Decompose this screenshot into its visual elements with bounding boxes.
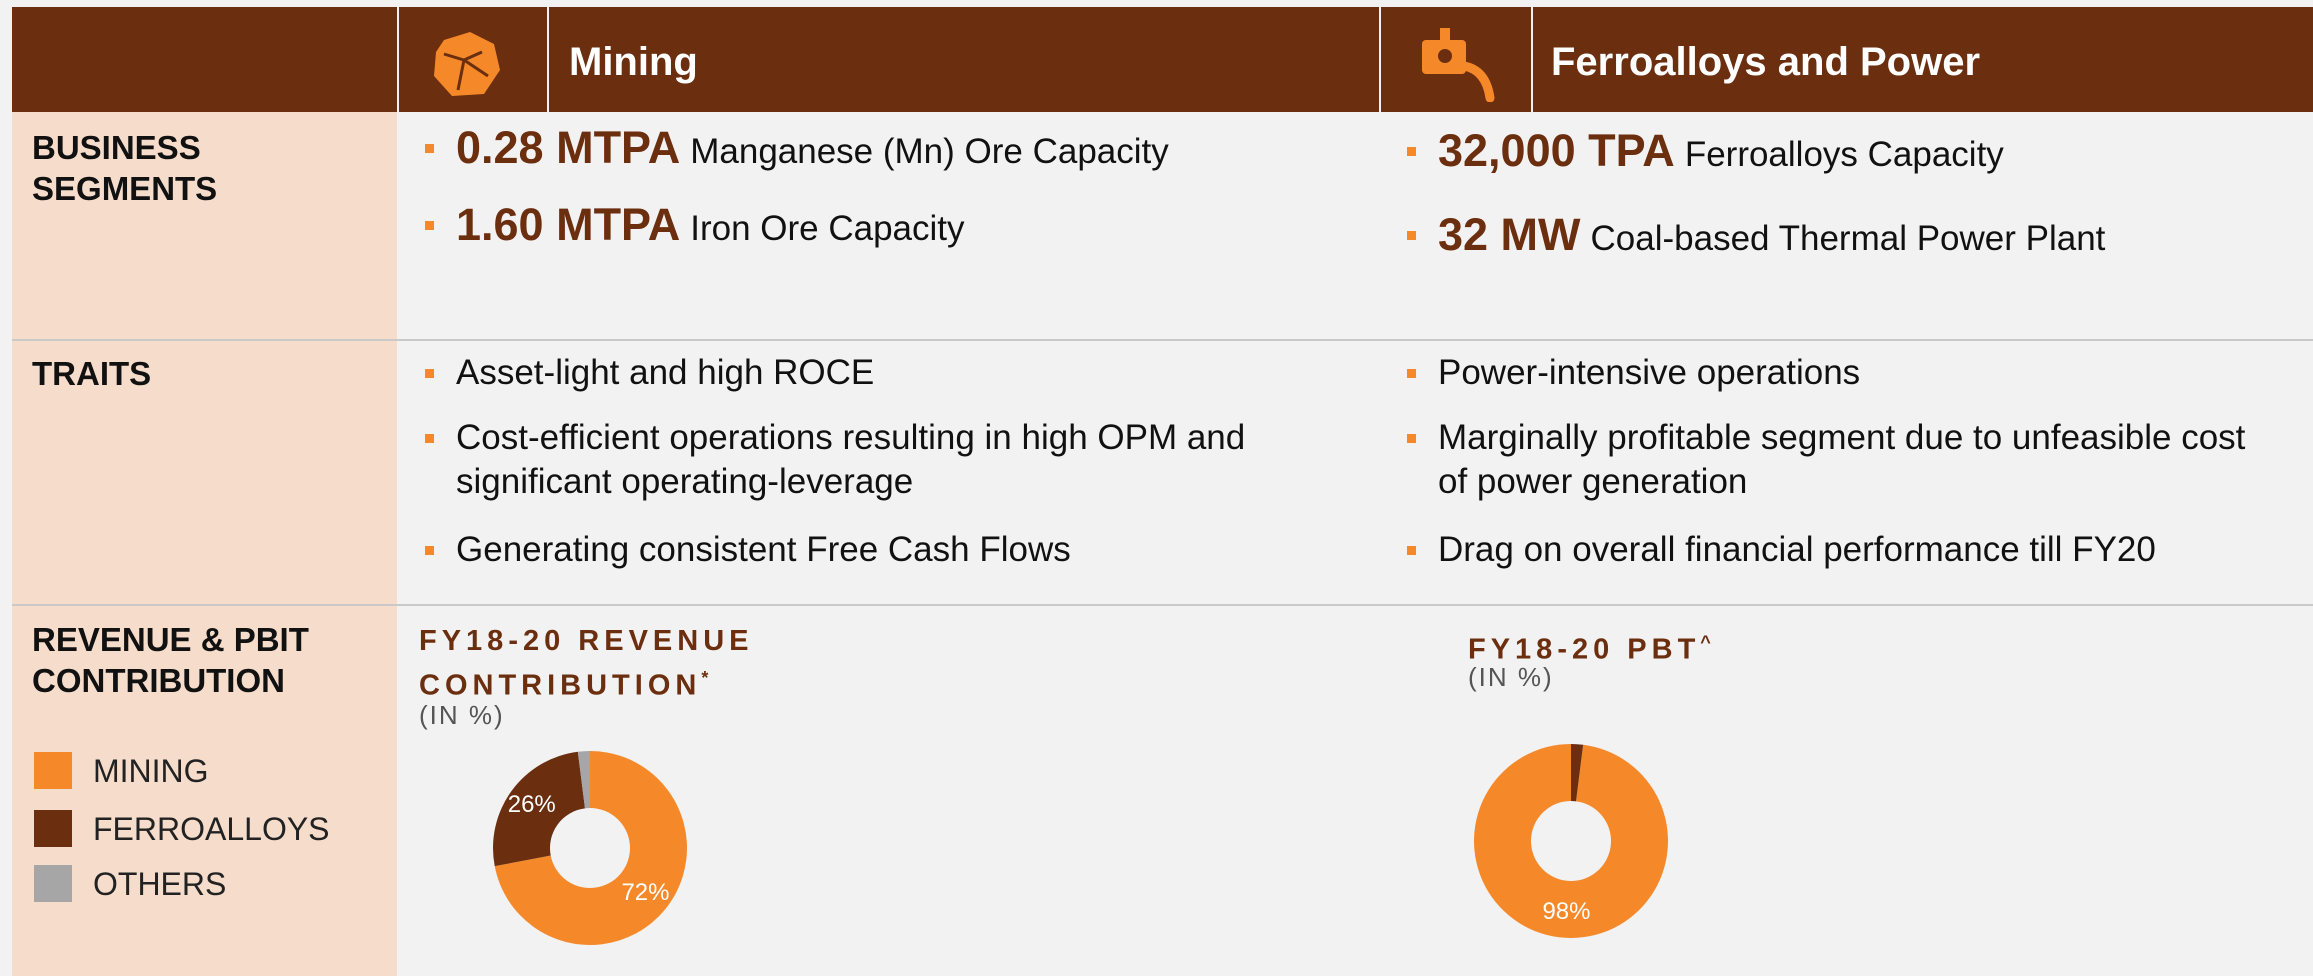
title-mark: ^	[1700, 632, 1711, 652]
figure: 1.60 MTPA	[456, 199, 681, 250]
trait-item: Cost-efficient operations resulting in h…	[425, 416, 1336, 504]
chart-title: FY18-20 REVENUE CONTRIBUTION*	[419, 623, 799, 705]
value-label: 72%	[621, 879, 669, 906]
row-divider	[12, 339, 2313, 341]
text: Ferroalloys Capacity	[1684, 135, 2004, 174]
donut-slice	[1571, 744, 1584, 802]
figure: 0.28 MTPA	[456, 122, 681, 173]
legend-swatch	[34, 752, 72, 789]
donut-slice	[577, 751, 590, 809]
ferroalloys-icon	[1422, 28, 1495, 102]
value-label: 98%	[1542, 898, 1590, 925]
title-text: FY18-20 PBT	[1468, 633, 1701, 666]
chart-title: FY18-20 PBT^	[1468, 624, 1848, 669]
donut-slice	[493, 751, 585, 867]
trait-item: Drag on overall financial performance ti…	[1407, 528, 2268, 572]
legend-label: OTHERS	[93, 866, 227, 902]
title-text: FY18-20 REVENUE CONTRIBUTION	[419, 625, 754, 702]
text: Coal-based Thermal Power Plant	[1590, 219, 2106, 258]
trait-item: Power-intensive operations	[1407, 351, 2268, 395]
chart-subtitle: (IN %)	[419, 700, 505, 730]
segment-item: 1.60 MTPA Iron Ore Capacity	[425, 202, 965, 251]
legend-swatch	[34, 810, 72, 847]
value-label: 26%	[508, 791, 556, 818]
legend-swatch	[34, 865, 72, 902]
row-label: TRAITS	[32, 355, 152, 392]
row-label: BUSINESS SEGMENTS	[32, 129, 218, 207]
mining-icon	[434, 32, 500, 96]
trait-item: Marginally profitable segment due to unf…	[1407, 416, 2268, 504]
trait-item: Asset-light and high ROCE	[425, 351, 1336, 395]
row-label: REVENUE & PBIT CONTRIBUTION	[32, 621, 309, 699]
figure: 32,000 TPA	[1438, 125, 1675, 176]
column-title: Mining	[569, 40, 698, 84]
chart-subtitle: (IN %)	[1468, 662, 1554, 692]
legend-label: MINING	[93, 753, 209, 789]
figure: 32 MW	[1438, 209, 1581, 260]
trait-item: Generating consistent Free Cash Flows	[425, 528, 1336, 572]
text: Iron Ore Capacity	[690, 209, 965, 248]
header-cell	[549, 7, 1379, 112]
header-cell	[12, 7, 397, 112]
donut-slice	[1473, 744, 1668, 938]
donut-slice	[494, 751, 687, 945]
segment-item: 32,000 TPA Ferroalloys Capacity	[1407, 128, 2004, 177]
header-cell	[1533, 7, 2313, 112]
segment-item: 0.28 MTPA Manganese (Mn) Ore Capacity	[425, 125, 1169, 174]
segment-item: 32 MW Coal-based Thermal Power Plant	[1406, 212, 2106, 261]
text: Manganese (Mn) Ore Capacity	[690, 132, 1169, 171]
label-column	[12, 112, 397, 976]
legend-label: FERROALLOYS	[93, 811, 330, 847]
row-divider	[12, 604, 2313, 606]
column-title: Ferroalloys and Power	[1551, 40, 1981, 84]
title-mark: *	[701, 668, 709, 688]
